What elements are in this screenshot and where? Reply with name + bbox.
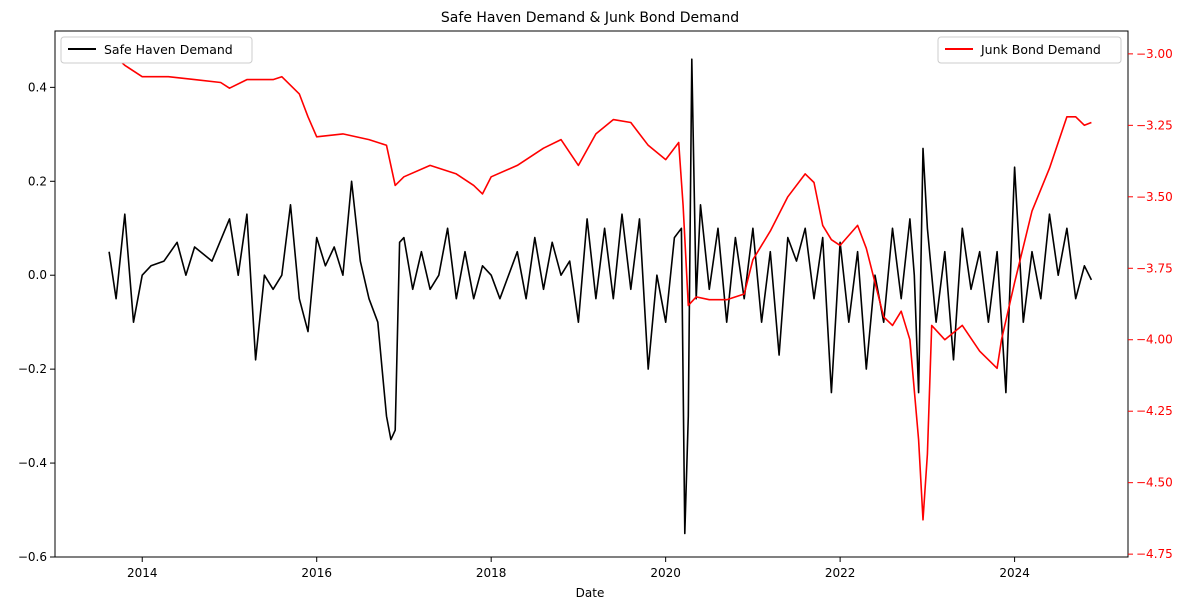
- x-tick-label: 2024: [999, 566, 1030, 580]
- series-line-junk-bond-demand: [108, 50, 1092, 521]
- x-axis-label: Date: [576, 586, 605, 600]
- y-right-tick-label: −4.00: [1136, 333, 1173, 347]
- y-left-tick-label: 0.2: [28, 174, 47, 188]
- x-tick-label: 2020: [650, 566, 681, 580]
- y-right-tick-label: −3.25: [1136, 118, 1173, 132]
- chart-title: Safe Haven Demand & Junk Bond Demand: [441, 10, 739, 26]
- y-left-tick-label: 0.0: [28, 268, 47, 282]
- y-left-tick-label: 0.4: [28, 80, 47, 94]
- x-tick-label: 2022: [825, 566, 856, 580]
- x-tick-label: 2016: [301, 566, 332, 580]
- legend-box: [937, 36, 1122, 64]
- y-right-axis: −4.75 −4.50 −4.25 −4.00 −3.75 −3.50 −3.25 −3.00: [1128, 47, 1173, 561]
- x-tick-label: 2018: [476, 566, 507, 580]
- plot-frame: [54, 30, 1129, 558]
- plot-area: [54, 30, 1129, 558]
- legend-box: [60, 36, 253, 64]
- y-left-tick-label: −0.2: [18, 362, 47, 376]
- y-right-tick-label: −4.50: [1136, 476, 1173, 490]
- legend-label-junk-bond: Junk Bond Demand: [980, 42, 1101, 57]
- y-left-tick-label: −0.6: [18, 550, 47, 564]
- y-left-axis: −0.6 −0.4 −0.2 0.0 0.2 0.4: [18, 80, 55, 564]
- y-right-tick-label: −4.75: [1136, 547, 1173, 561]
- x-tick-label: 2014: [127, 566, 158, 580]
- legend-safe-haven: Safe Haven Demand: [60, 36, 253, 64]
- legend-junk-bond: Junk Bond Demand: [937, 36, 1122, 64]
- legend-label-safe-haven: Safe Haven Demand: [104, 42, 233, 57]
- y-right-tick-label: −3.00: [1136, 47, 1173, 61]
- y-left-tick-label: −0.4: [18, 456, 47, 470]
- y-right-tick-label: −3.75: [1136, 261, 1173, 275]
- series-line-safe-haven-demand: [108, 58, 1093, 535]
- x-axis: 2014 2016 2018 2020 2022 2024: [127, 557, 1030, 580]
- y-right-tick-label: −4.25: [1136, 404, 1173, 418]
- series-layer: [108, 50, 1093, 535]
- y-right-tick-label: −3.50: [1136, 190, 1173, 204]
